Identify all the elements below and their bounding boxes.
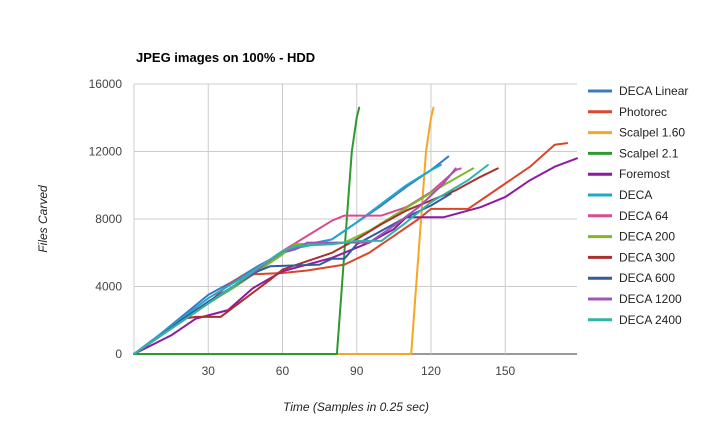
legend-label: DECA	[619, 188, 652, 202]
legend-label: Photorec	[619, 105, 667, 119]
legend-label: Scalpel 2.1	[619, 146, 679, 160]
chart-title: JPEG images on 100% - HDD	[136, 50, 315, 65]
legend-label: Scalpel 1.60	[619, 126, 685, 140]
series-lines	[133, 106, 578, 355]
series-line-deca-linear	[133, 155, 450, 355]
legend-label: DECA 600	[619, 271, 675, 285]
legend-label: DECA 1200	[619, 292, 682, 306]
y-axis-ticks: 0 4000 8000 12000 16000	[89, 77, 123, 361]
series-line-deca	[133, 164, 442, 355]
x-tick-label: 150	[495, 364, 515, 378]
y-tick-label: 12000	[89, 145, 123, 159]
legend-label: DECA 300	[619, 250, 675, 264]
y-tick-label: 0	[115, 347, 122, 361]
series-line-foremost	[133, 157, 578, 355]
legend-label: DECA 200	[619, 230, 675, 244]
y-tick-label: 8000	[95, 212, 122, 226]
y-tick-label: 16000	[89, 77, 123, 91]
legend-label: Foremost	[619, 167, 670, 181]
legend: DECA Linear Photorec Scalpel 1.60 Scalpel 2…	[588, 84, 688, 327]
series-line-deca-2400	[133, 164, 489, 355]
legend-label: DECA 64	[619, 209, 669, 223]
legend-label: DECA 2400	[619, 313, 682, 327]
x-tick-label: 60	[276, 364, 290, 378]
series-line-deca-1200	[133, 167, 457, 355]
grid	[133, 83, 577, 355]
y-tick-label: 4000	[95, 280, 122, 294]
x-axis-title: Time (Samples in 0.25 sec)	[283, 400, 429, 414]
series-line-scalpel-1-60	[133, 106, 435, 355]
y-axis-title: Files Carved	[36, 185, 50, 253]
series-line-scalpel-2-1	[133, 106, 361, 355]
legend-label: DECA Linear	[619, 84, 688, 98]
x-tick-label: 90	[350, 364, 364, 378]
x-tick-label: 30	[202, 364, 216, 378]
x-axis-ticks: 30 60 90 120 150	[202, 364, 516, 378]
x-tick-label: 120	[421, 364, 441, 378]
